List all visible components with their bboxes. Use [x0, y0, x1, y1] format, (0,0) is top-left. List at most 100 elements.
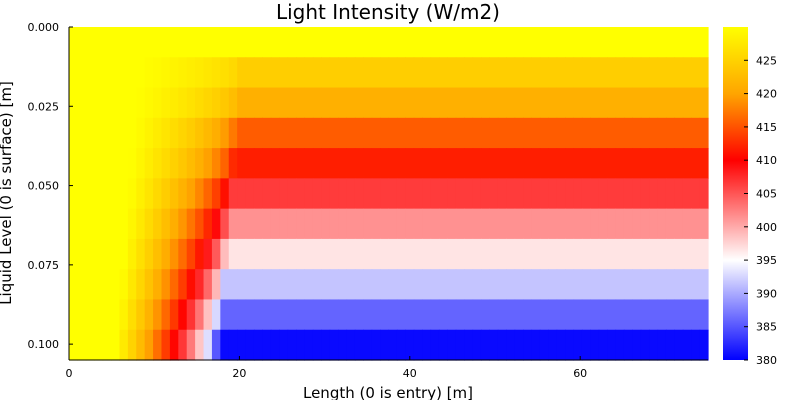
heatmap-cell	[371, 299, 381, 331]
heatmap-cell	[548, 148, 558, 179]
heatmap-cell	[111, 117, 121, 149]
heatmap-cell	[94, 329, 104, 361]
heatmap-cell	[464, 148, 474, 179]
heatmap-cell	[161, 27, 171, 58]
heatmap-cell	[329, 269, 339, 301]
heatmap-cell	[607, 329, 617, 361]
heatmap-cell	[539, 87, 549, 119]
heatmap-cell	[556, 148, 566, 179]
heatmap-cell	[581, 117, 591, 149]
heatmap-cell	[682, 329, 692, 361]
heatmap-cell	[186, 269, 196, 301]
heatmap-cell	[195, 329, 205, 361]
heatmap-cell	[329, 178, 339, 210]
heatmap-cell	[649, 329, 659, 361]
heatmap-cell	[94, 148, 104, 179]
heatmap-cell	[682, 57, 692, 89]
heatmap-cell	[371, 148, 381, 179]
heatmap-cell	[657, 299, 667, 331]
heatmap-cell	[640, 329, 650, 361]
heatmap-cell	[262, 178, 272, 210]
heatmap-cell	[422, 57, 432, 89]
heatmap-cell	[253, 299, 263, 331]
heatmap-cell	[237, 178, 247, 210]
y-tick-label: 0.000	[28, 21, 60, 34]
heatmap-cell	[312, 117, 322, 149]
heatmap-cell	[472, 178, 482, 210]
heatmap-cell	[253, 57, 263, 89]
heatmap-cell	[405, 299, 415, 331]
heatmap-cell	[119, 27, 129, 58]
heatmap-cell	[304, 299, 314, 331]
heatmap-cell	[144, 117, 154, 149]
x-tick-label: 40	[403, 367, 417, 380]
heatmap-cell	[153, 57, 163, 89]
heatmap-cell	[565, 87, 575, 119]
heatmap-cell	[161, 299, 171, 331]
heatmap-cell	[565, 117, 575, 149]
heatmap-cell	[573, 57, 583, 89]
heatmap-cell	[556, 299, 566, 331]
colorbar-ticks: 380 385 390 395 400 405 410 415 420 425	[744, 54, 777, 367]
heatmap-cell	[211, 27, 221, 58]
heatmap-cell	[153, 208, 163, 240]
heatmap-cell	[531, 148, 541, 179]
heatmap-cell	[69, 27, 79, 58]
heatmap-cell	[598, 148, 608, 179]
heatmap-cell	[506, 27, 516, 58]
heatmap-cell	[346, 57, 356, 89]
heatmap-cell	[388, 87, 398, 119]
heatmap-cell	[581, 208, 591, 240]
heatmap-cell	[405, 57, 415, 89]
heatmap-cell	[514, 117, 524, 149]
heatmap-cell	[665, 148, 675, 179]
heatmap-cell	[203, 87, 213, 119]
heatmap-cell	[85, 27, 95, 58]
heatmap-cell	[363, 299, 373, 331]
heatmap-cell	[346, 269, 356, 301]
heatmap-cell	[699, 269, 709, 301]
heatmap-cell	[548, 269, 558, 301]
heatmap-cell	[186, 87, 196, 119]
heatmap-cell	[699, 117, 709, 149]
heatmap-cell	[220, 238, 230, 270]
heatmap-cell	[287, 299, 297, 331]
heatmap-cell	[640, 57, 650, 89]
heatmap-cell	[111, 27, 121, 58]
heatmap-cell	[228, 238, 238, 270]
heatmap-cell	[161, 329, 171, 361]
heatmap-cell	[573, 299, 583, 331]
heatmap-cell	[523, 117, 533, 149]
heatmap-cell	[497, 238, 507, 270]
heatmap-cell	[296, 178, 306, 210]
heatmap-cell	[363, 27, 373, 58]
heatmap-cell	[447, 269, 457, 301]
heatmap-cell	[455, 178, 465, 210]
heatmap-cell	[506, 57, 516, 89]
heatmap-cell	[127, 27, 137, 58]
y-tick-label: 0.050	[28, 180, 60, 193]
heatmap-cell	[279, 178, 289, 210]
heatmap-cell	[111, 87, 121, 119]
heatmap-cell	[649, 238, 659, 270]
heatmap-cell	[565, 27, 575, 58]
heatmap-cell	[556, 57, 566, 89]
heatmap-cell	[287, 57, 297, 89]
heatmap-cell	[329, 57, 339, 89]
heatmap-cell	[253, 178, 263, 210]
heatmap-cell	[464, 87, 474, 119]
heatmap-cell	[237, 299, 247, 331]
heatmap-cell	[649, 299, 659, 331]
heatmap-cell	[287, 238, 297, 270]
heatmap-cell	[531, 117, 541, 149]
colorbar-tick-label: 420	[756, 88, 777, 101]
heatmap-cell	[548, 87, 558, 119]
heatmap-cell	[640, 299, 650, 331]
heatmap-cell	[413, 117, 423, 149]
heatmap-cell	[228, 208, 238, 240]
heatmap-cell	[548, 27, 558, 58]
heatmap-cell	[674, 329, 684, 361]
heatmap-cell	[380, 329, 390, 361]
heatmap-cell	[422, 117, 432, 149]
heatmap-cell	[111, 329, 121, 361]
